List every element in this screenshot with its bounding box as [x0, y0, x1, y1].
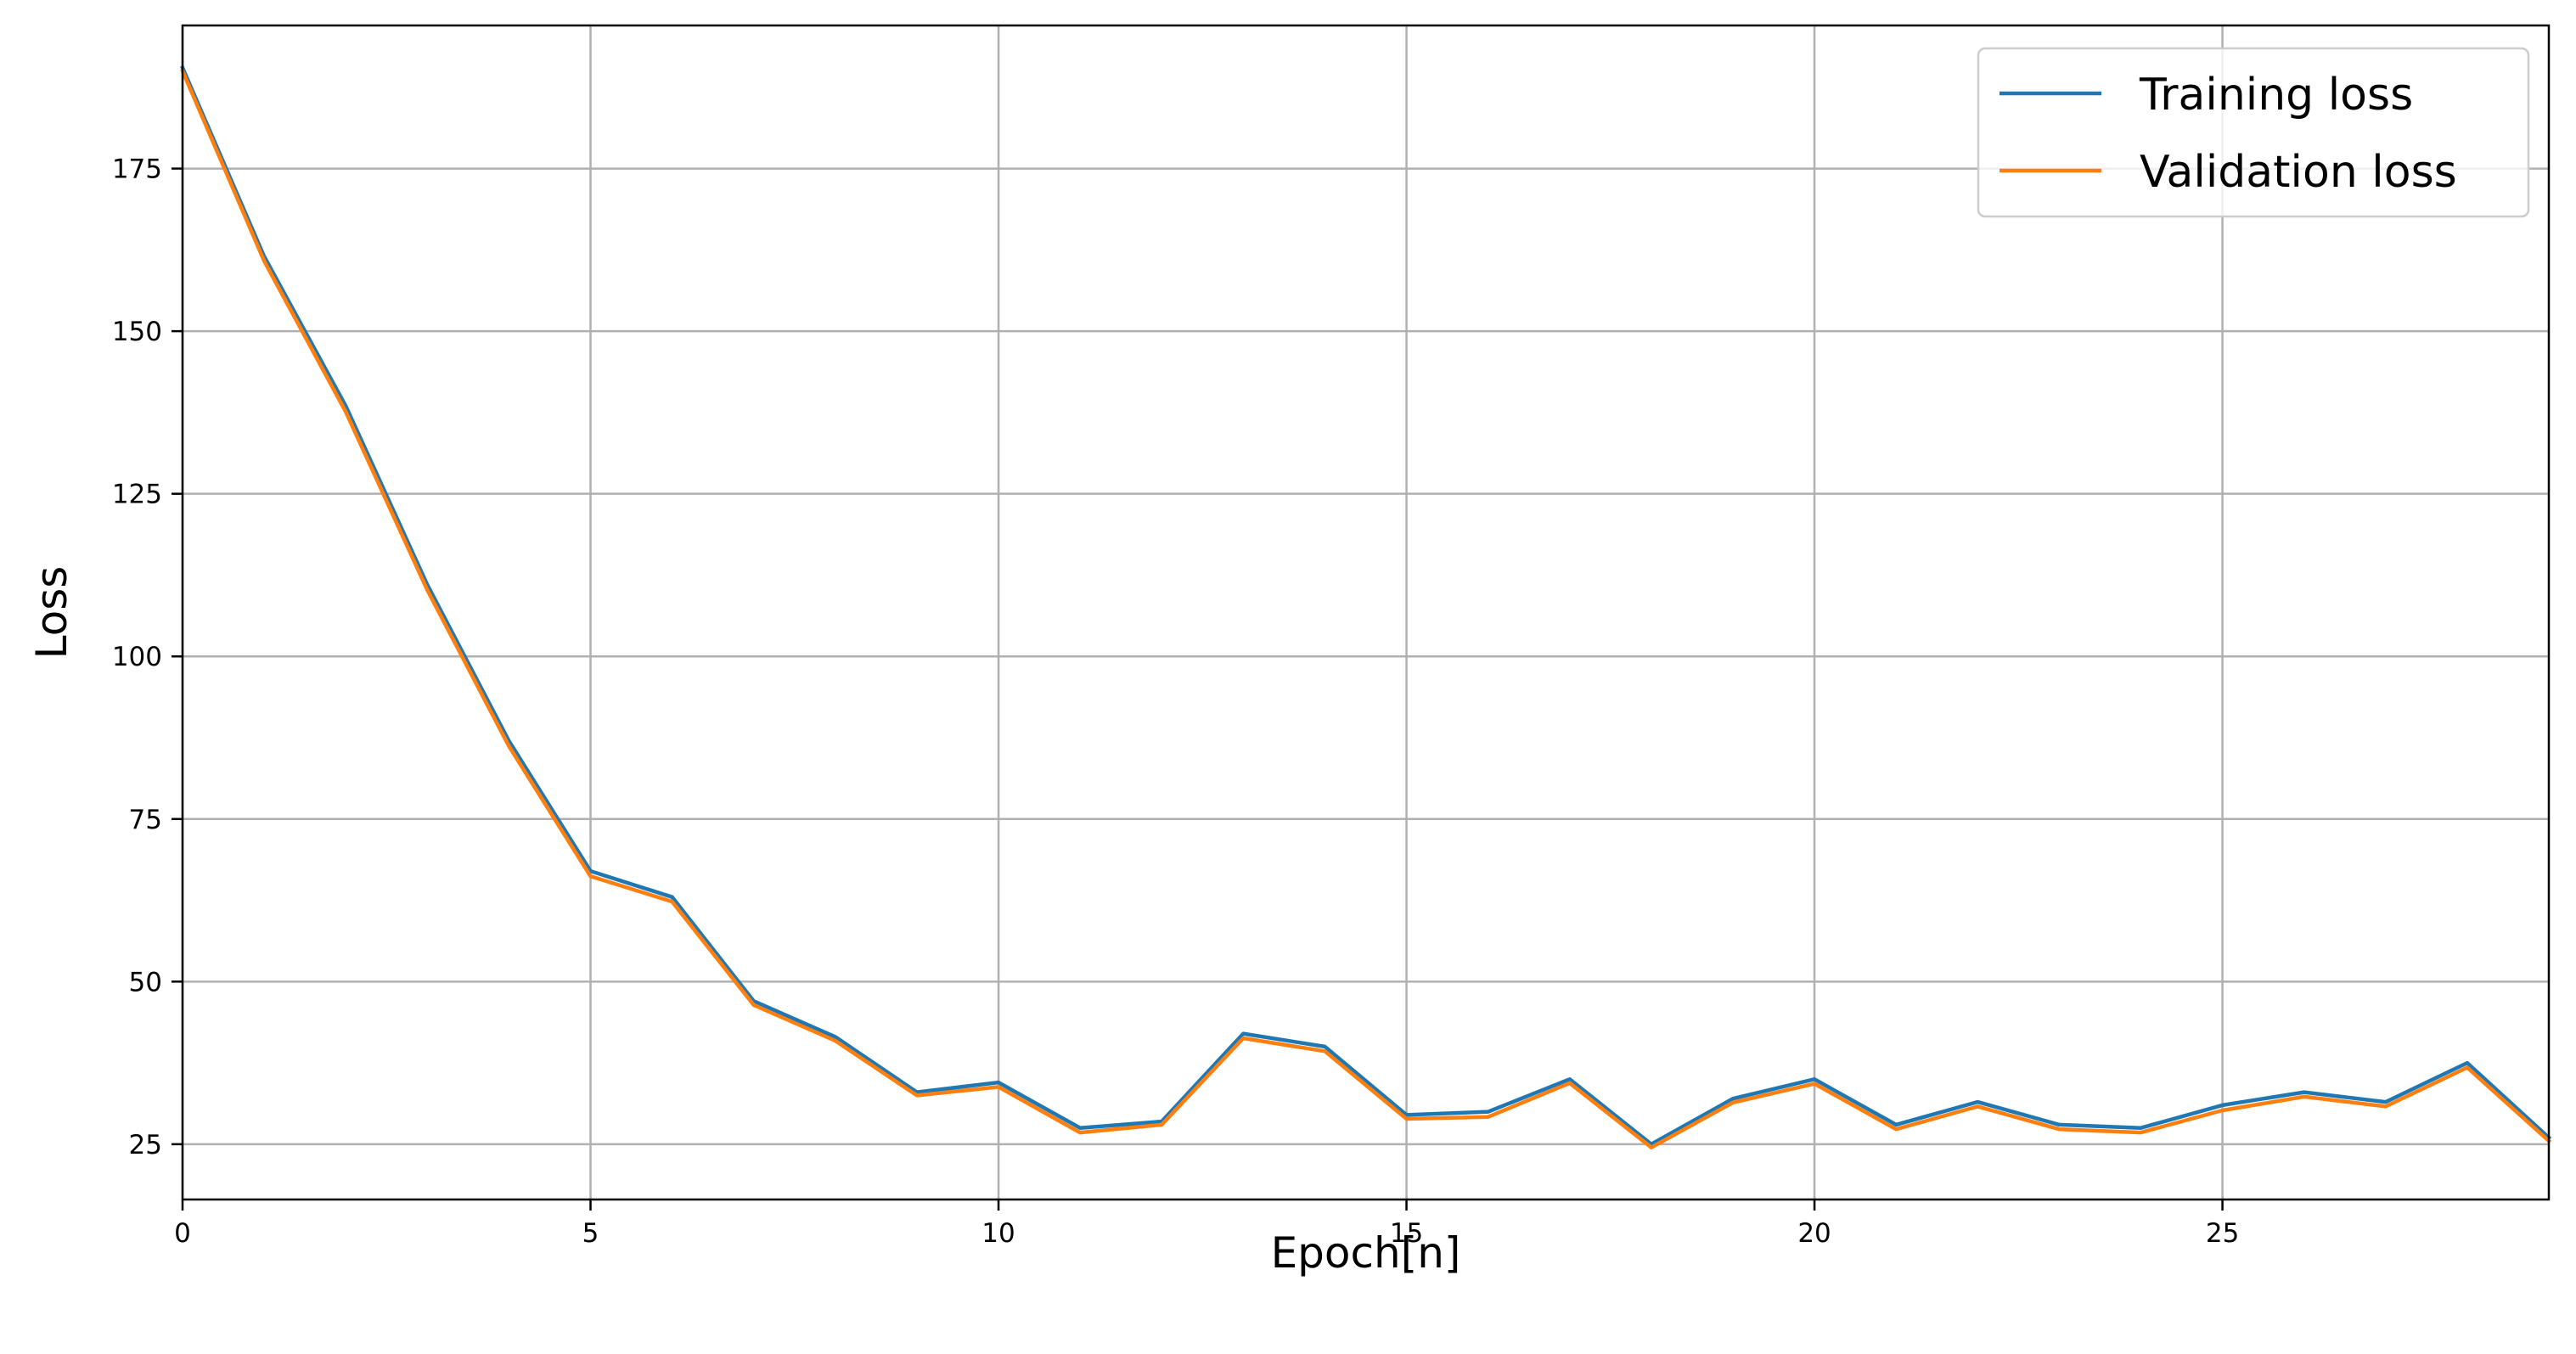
- series-line-training-loss: [180, 65, 2552, 1147]
- legend-label-validation-loss: Validation loss: [2140, 147, 2457, 198]
- grid: [181, 25, 2549, 1199]
- y-axis-title: Loss: [27, 566, 76, 660]
- y-tick-label: 100: [112, 642, 162, 672]
- y-tick-label: 25: [129, 1130, 162, 1160]
- x-tick-label: 15: [1390, 1218, 1423, 1249]
- axis-ticks: 0 5 10 15 20 25 25 50 75 100 125 150 175: [112, 155, 2239, 1249]
- x-axis-title: Epoch[n]: [1271, 1228, 1461, 1278]
- y-tick-label: 125: [112, 480, 162, 510]
- series-line-validation-loss: [180, 68, 2552, 1149]
- legend: Training loss Validation loss: [1977, 47, 2530, 218]
- x-tick-label: 25: [2206, 1218, 2239, 1249]
- x-tick-label: 10: [981, 1218, 1015, 1249]
- plot-frame: [181, 24, 2551, 1201]
- legend-box: [1977, 47, 2530, 218]
- y-tick-label: 50: [129, 967, 162, 997]
- y-tick-label: 175: [112, 155, 162, 185]
- x-tick-label: 20: [1797, 1218, 1831, 1249]
- y-tick-label: 75: [129, 805, 162, 835]
- series-lines: [180, 65, 2552, 1149]
- legend-label-training-loss: Training loss: [2139, 70, 2413, 121]
- x-tick-label: 5: [582, 1218, 599, 1249]
- y-tick-label: 150: [112, 317, 162, 347]
- x-tick-label: 0: [174, 1218, 191, 1249]
